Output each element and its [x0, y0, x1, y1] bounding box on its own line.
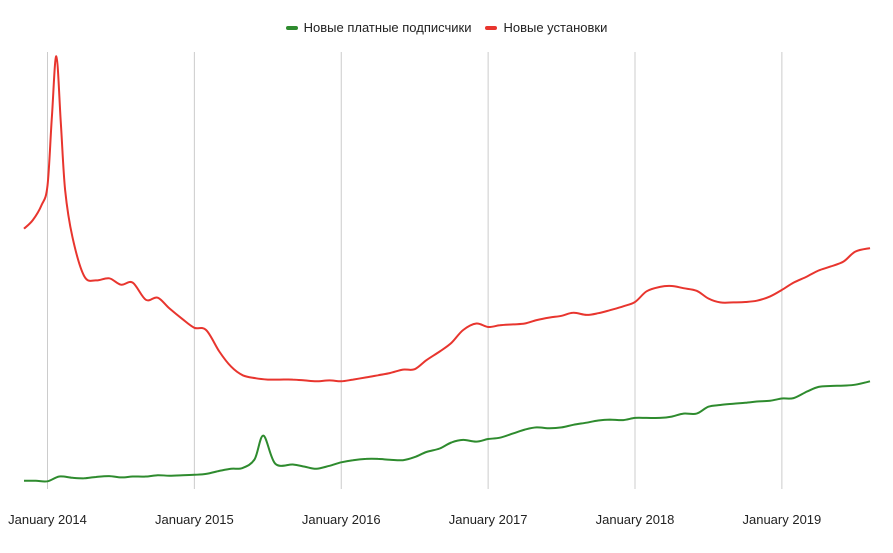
x-tick-label-5: January 2019 [742, 512, 821, 527]
x-tick-label-2: January 2016 [302, 512, 381, 527]
legend-item-installs[interactable]: Новые установки [485, 20, 607, 35]
legend-label-subscribers: Новые платные подписчики [303, 20, 472, 35]
x-axis-tick-labels: January 2014 January 2015 January 2016 Janu… [8, 512, 821, 527]
series-lines [23, 55, 871, 483]
x-tick-label-4: January 2018 [596, 512, 675, 527]
gridlines [47, 52, 783, 489]
legend: Новые платные подписчики Новые установки [0, 20, 893, 35]
x-tick-label-3: January 2017 [449, 512, 528, 527]
legend-label-installs: Новые установки [503, 20, 608, 35]
legend-swatch-installs [485, 25, 498, 30]
series-line-subscribers[interactable] [24, 380, 871, 483]
series-line-installs[interactable] [23, 55, 871, 383]
legend-item-subscribers[interactable]: Новые платные подписчики [285, 20, 472, 35]
x-tick-label-1: January 2015 [155, 512, 234, 527]
x-tick-label-0: January 2014 [8, 512, 87, 527]
legend-swatch-subscribers [285, 25, 298, 30]
